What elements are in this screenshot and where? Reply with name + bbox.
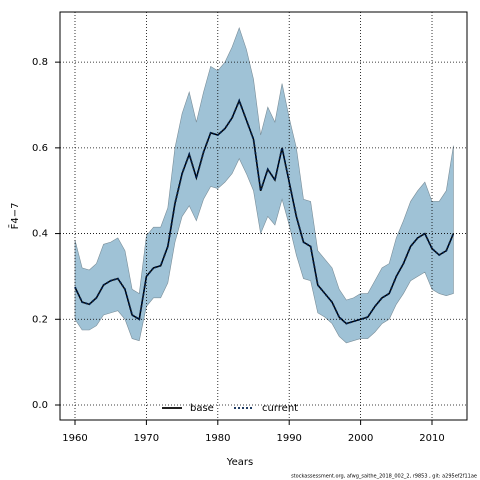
- legend-label: current: [262, 403, 298, 414]
- legend-label: base: [190, 403, 214, 414]
- y-tick-label: 0.8: [32, 57, 48, 68]
- y-tick-label: 0.4: [32, 229, 48, 240]
- x-tick-label: 2000: [348, 433, 373, 444]
- confidence-band: [74, 26, 454, 344]
- y-tick-label: 0.6: [32, 143, 48, 154]
- footnote: stockassessment.org, afwg_saithe_2018_00…: [291, 474, 477, 480]
- x-tick-label: 1960: [62, 433, 87, 444]
- y-tick-label: 0.2: [32, 314, 48, 325]
- y-axis-label: F̄4−7: [8, 203, 21, 230]
- x-axis-label: Years: [226, 457, 253, 468]
- plot-frame: [59, 11, 468, 421]
- x-tick-label: 1980: [205, 433, 230, 444]
- x-tick-label: 1970: [134, 433, 159, 444]
- series-line: [74, 98, 455, 325]
- y-tick-label: 0.0: [32, 400, 48, 411]
- x-tick-label: 1990: [276, 433, 301, 444]
- x-tick-label: 2010: [419, 433, 444, 444]
